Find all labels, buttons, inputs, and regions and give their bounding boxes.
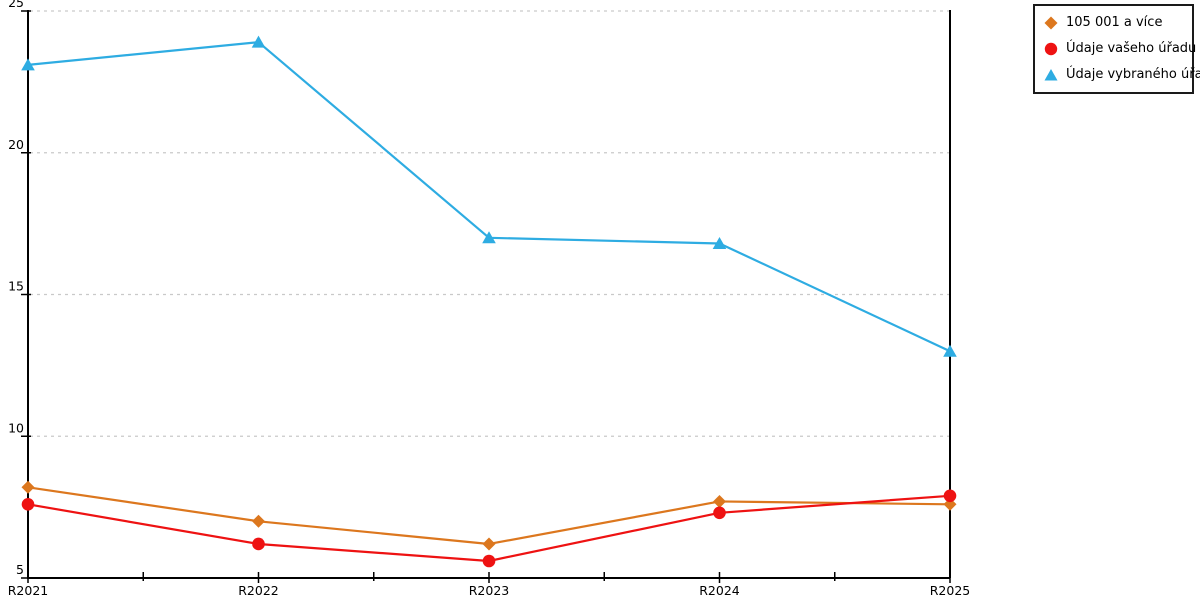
series-line [26,486,952,546]
legend-label: 105 001 a více [1066,15,1163,30]
circle-marker [482,554,496,568]
triangle-marker [251,35,266,48]
x-tick-label: R2022 [238,583,279,598]
circle-icon [1044,42,1058,55]
diamond-marker [482,537,496,551]
legend-label: Údaje vašeho úřadu [1066,41,1197,56]
diamond-marker [252,514,265,528]
x-tick-label: R2021 [8,583,49,598]
legend-label: Údaje vybraného úřadu [1066,67,1200,82]
series-line [26,41,952,353]
circle-marker [713,506,726,520]
triangle-marker [712,236,727,249]
legend-item-105-001-a-vice: 105 001 a více [1044,15,1186,30]
y-tick-label: 20 [8,137,24,152]
circle-marker [252,537,265,551]
triangle-marker [482,231,496,244]
y-tick-label: 15 [8,279,24,294]
circle-marker [943,489,957,503]
y-tick-label: 25 [8,0,24,10]
triangle-marker [21,58,35,71]
circle-marker [21,497,35,511]
y-tick-label: 10 [8,420,24,435]
x-tick-label: R2025 [930,583,971,598]
diamond-marker [21,480,35,494]
y-tick-label: 5 [16,562,24,577]
series-line [26,494,952,563]
legend: 105 001 a více Údaje vašeho úřadu Údaje … [1033,4,1200,94]
x-tick-label: R2024 [699,583,740,598]
diamond-icon [1044,16,1058,29]
diamond-marker [713,494,726,508]
triangle-icon [1044,68,1058,80]
triangle-marker [943,344,957,357]
x-tick-label: R2023 [469,583,510,598]
legend-item-udaje-vaseho-uradu: Údaje vašeho úřadu [1044,41,1196,56]
legend-item-udaje-vybraneho-uradu: Údaje vybraného úřadu [1044,67,1200,82]
